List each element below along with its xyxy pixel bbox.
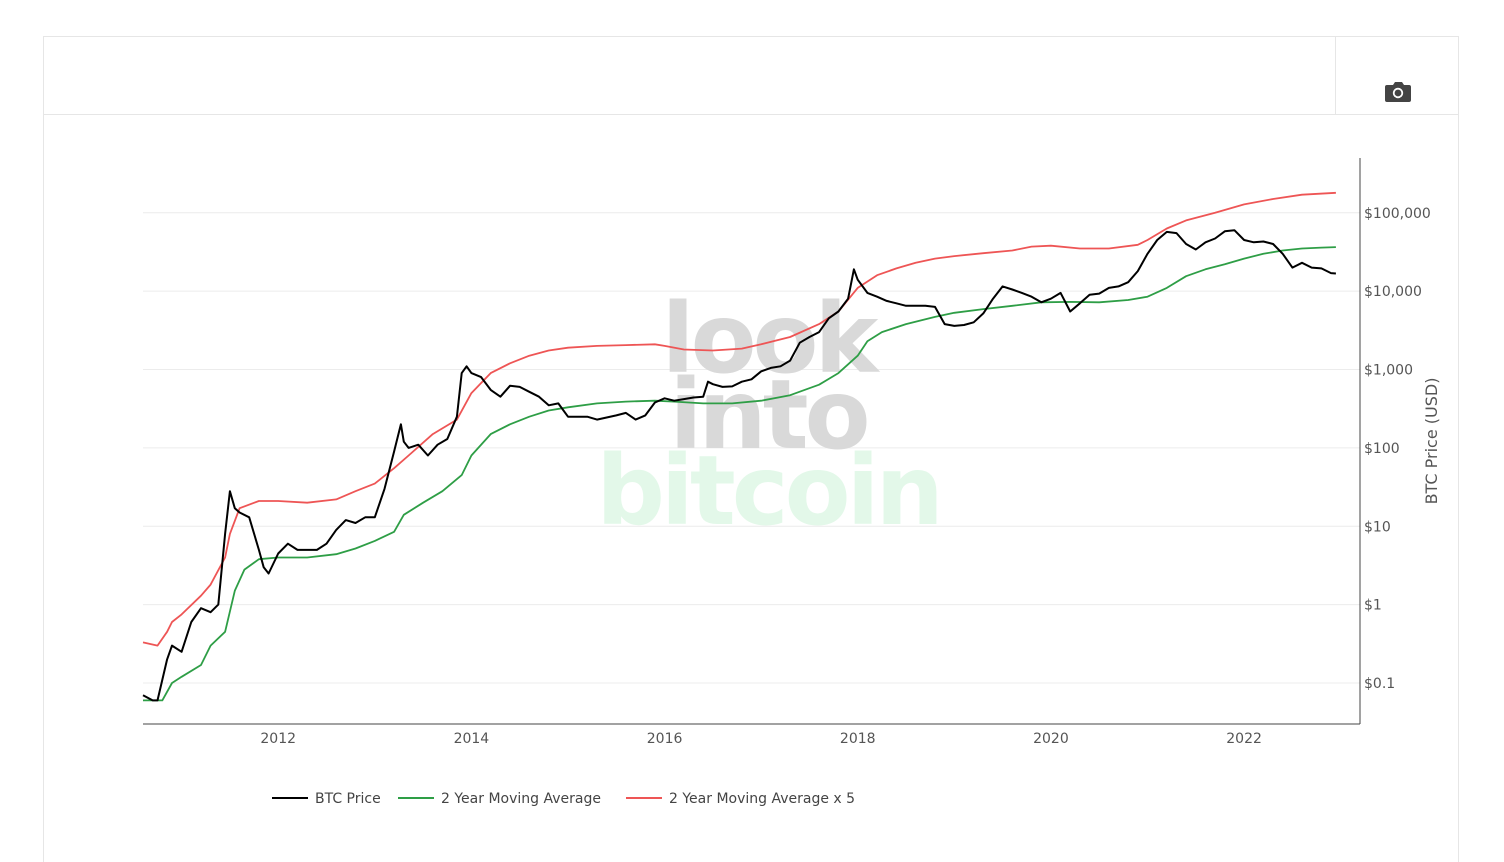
y-tick-label: $0.1 bbox=[1364, 676, 1395, 692]
camera-icon[interactable] bbox=[1383, 79, 1413, 105]
x-tick-label: 2016 bbox=[647, 731, 683, 747]
y-tick-label: $10 bbox=[1364, 519, 1391, 535]
x-tick-label: 2020 bbox=[1033, 731, 1069, 747]
gridlines bbox=[143, 212, 1360, 684]
series-layer bbox=[142, 191, 1336, 702]
watermark-into: into bbox=[669, 359, 866, 471]
y-tick-label: $1 bbox=[1364, 598, 1382, 614]
y-axis-title: BTC Price (USD) bbox=[1422, 378, 1441, 505]
legend-label[interactable]: BTC Price bbox=[315, 791, 381, 807]
watermark-bitcoin: bitcoin bbox=[596, 435, 940, 547]
y-tick-label: $100 bbox=[1364, 441, 1400, 457]
legend-label[interactable]: 2 Year Moving Average bbox=[441, 791, 601, 807]
series-line-2yr-ma-x5 bbox=[142, 191, 1336, 647]
x-tick-label: 2014 bbox=[454, 731, 490, 747]
x-tick-label: 2018 bbox=[840, 731, 876, 747]
y-tick-label: $100,000 bbox=[1364, 206, 1431, 222]
chart-header bbox=[44, 37, 1458, 115]
x-tick-label: 2012 bbox=[260, 731, 296, 747]
x-tick-label: 2022 bbox=[1226, 731, 1262, 747]
header-divider bbox=[1335, 37, 1336, 115]
axes: $0.1 $1 $10 $100 $1,000 $10,000 $100,000 2012 20… bbox=[143, 158, 1441, 747]
legend: BTC Price 2 Year Moving Average 2 Year Mov… bbox=[272, 791, 855, 807]
legend-label[interactable]: 2 Year Moving Average x 5 bbox=[669, 791, 855, 807]
y-tick-label: $1,000 bbox=[1364, 363, 1413, 379]
series-line-btc-price bbox=[142, 229, 1336, 702]
y-tick-label: $10,000 bbox=[1364, 284, 1422, 300]
